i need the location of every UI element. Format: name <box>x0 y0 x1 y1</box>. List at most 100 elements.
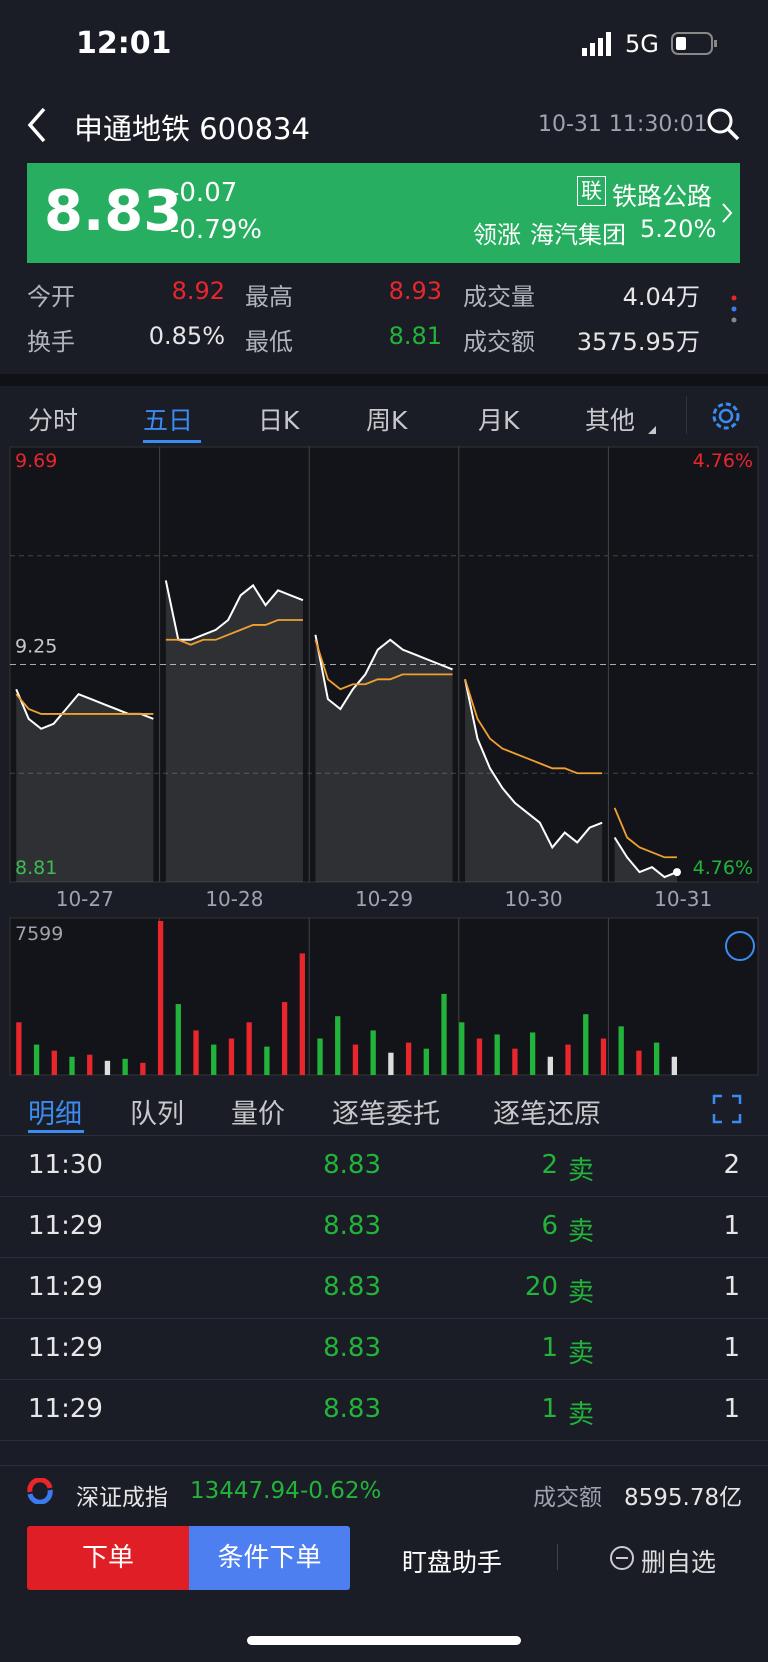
volume-bar <box>33 1044 40 1075</box>
volume-bar <box>388 1052 394 1075</box>
y-tick-label: 7599 <box>15 923 63 945</box>
lead-label: 领涨 <box>473 221 521 249</box>
fullscreen-button[interactable] <box>712 1094 742 1124</box>
volume-bar <box>423 1048 429 1075</box>
stock-title: 申通地铁 600834 <box>74 112 310 146</box>
avg-line <box>15 619 677 859</box>
index-change: -0.62% <box>300 1478 382 1504</box>
y-tick-label: 9.25 <box>15 636 57 658</box>
x-tick-label: 10-28 <box>205 887 263 911</box>
back-button[interactable] <box>22 105 52 145</box>
trade-price: 8.83 <box>323 1394 381 1424</box>
trade-row <box>0 1258 768 1319</box>
volume-bar <box>636 1050 642 1075</box>
trade-price: 8.83 <box>323 1333 381 1363</box>
sector: 铁路公路 <box>612 182 713 211</box>
volume-bar <box>583 1014 589 1075</box>
price-area <box>614 837 677 882</box>
tab[interactable]: 分时 <box>28 406 79 435</box>
tab[interactable]: 周K <box>366 406 408 435</box>
volume-bar <box>281 1002 288 1075</box>
detail-tab[interactable]: 逐笔还原 <box>493 1099 601 1130</box>
tab[interactable]: 日K <box>258 406 300 435</box>
trade-count: 1 <box>723 1394 740 1424</box>
trade-side: 卖 <box>568 1156 595 1186</box>
volume-bar <box>547 1056 553 1075</box>
volume-bar <box>529 1032 536 1075</box>
index-value: 13447.94 <box>190 1478 300 1504</box>
expand-icon[interactable] <box>725 931 755 961</box>
detail-tab[interactable]: 量价 <box>231 1099 285 1130</box>
separator <box>0 374 768 386</box>
trade-row <box>0 1197 768 1258</box>
price-line <box>15 580 678 879</box>
volume-bar <box>264 1046 270 1075</box>
detail-tab[interactable]: 明细 <box>28 1099 82 1130</box>
stat-label: 成交量 <box>463 283 535 311</box>
volume-bar <box>193 1030 199 1075</box>
button-divider <box>557 1544 558 1570</box>
volume-bar <box>405 1042 412 1075</box>
chart: 10-27 10-28 10-29 10-30 10-31 9.69 9.25 8.81 4.7… <box>9 446 759 1076</box>
trade-volume: 1 <box>541 1333 558 1363</box>
volume-bar <box>122 1058 128 1075</box>
quote-card[interactable]: 8.83 -0.07 -0.79% 联 铁路公路 领涨 海汽集团 5.20% <box>27 163 740 263</box>
trade-time: 11:30 <box>28 1150 103 1180</box>
volume-bar <box>512 1048 518 1075</box>
pct-label: 4.76% <box>693 450 753 472</box>
stat-value: 8.93 <box>388 277 442 305</box>
volume-bar <box>459 1022 465 1075</box>
tab[interactable]: 五日 <box>143 406 194 435</box>
volume-bg <box>9 917 759 1076</box>
trade-volume: 20 <box>524 1272 558 1302</box>
trade-volume: 2 <box>541 1150 558 1180</box>
change: -0.07 <box>170 178 238 208</box>
order-button[interactable]: 下单 <box>27 1526 189 1590</box>
trade-time: 11:29 <box>28 1211 103 1241</box>
stats-dots[interactable] <box>726 288 742 332</box>
tab-underline <box>143 440 201 443</box>
last-price-dot <box>672 868 681 877</box>
x-tick-label: 10-27 <box>56 887 114 911</box>
trade-volume: 1 <box>541 1394 558 1424</box>
lead-name: 海汽集团 <box>530 221 626 249</box>
tab[interactable]: 其他 <box>585 406 636 435</box>
conditional-order-button[interactable]: 条件下单 <box>189 1526 350 1590</box>
volume-bar <box>600 1038 607 1075</box>
detail-tab[interactable]: 队列 <box>130 1099 184 1130</box>
price-area <box>315 634 453 882</box>
stat-label: 换手 <box>27 328 75 356</box>
status-network: 5G <box>625 30 659 58</box>
trade-price: 8.83 <box>323 1150 381 1180</box>
detail-tab[interactable]: 逐笔委托 <box>332 1099 440 1130</box>
volume-bar <box>104 1060 111 1075</box>
x-tick-label: 10-30 <box>505 887 563 911</box>
stat-value: 0.85% <box>148 322 225 350</box>
remove-button[interactable]: 删自选 <box>641 1548 717 1577</box>
lead-pct: 5.20% <box>640 215 717 243</box>
stat-label: 今开 <box>27 283 75 311</box>
index-name: 深证成指 <box>76 1485 168 1511</box>
volume-bar <box>140 1062 146 1075</box>
settings-button[interactable] <box>710 400 742 432</box>
x-tick-label: 10-31 <box>654 887 712 911</box>
pct-label: 4.76% <box>693 857 753 879</box>
assistant-button[interactable]: 盯盘助手 <box>402 1548 503 1577</box>
volume-bar <box>441 993 447 1075</box>
tab[interactable]: 月K <box>478 406 520 435</box>
search-button[interactable] <box>705 106 741 142</box>
trade-volume: 6 <box>541 1211 558 1241</box>
volume-bar <box>211 1044 217 1075</box>
trade-count: 2 <box>723 1150 740 1180</box>
price: 8.83 <box>44 179 183 244</box>
trade-side: 卖 <box>568 1400 595 1430</box>
y-tick-label: 9.69 <box>15 450 57 472</box>
trade-row <box>0 1136 768 1197</box>
trade-time: 11:29 <box>28 1333 103 1363</box>
trade-time: 11:29 <box>28 1272 103 1302</box>
volume-bar <box>370 1030 376 1075</box>
stat-label: 成交额 <box>463 328 535 356</box>
tab-divider <box>686 396 687 434</box>
volume-bar <box>476 1038 483 1075</box>
